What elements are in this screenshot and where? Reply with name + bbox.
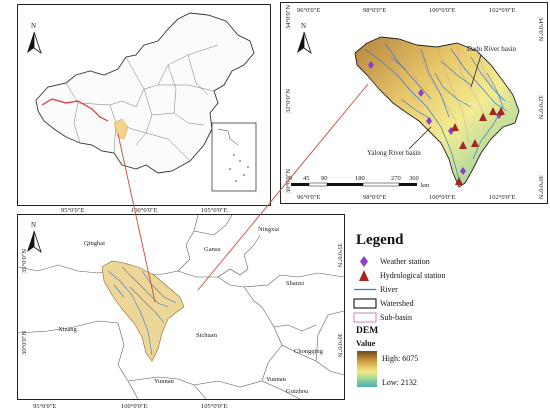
province-label-guizhou: Guizhou	[286, 388, 309, 395]
north-arrow-icon: N	[297, 22, 312, 55]
tick-bottom-1: 95°0'0"E	[33, 403, 56, 410]
tick-bottom-2: 100°0'0"E	[121, 403, 148, 410]
basin-detail-map: 96°0'0"E 98°0'0"E 100°0'0"E 102°0'0"E 96…	[280, 2, 548, 204]
scale-value: 360	[409, 175, 419, 182]
legend-item-river: River	[348, 283, 398, 296]
province-label-gansu: Gansu	[204, 246, 221, 253]
dem-title: DEM	[356, 326, 379, 336]
regional-map-bottom-ticks: 95°0'0"E 100°0'0"E 105°0'0"E	[33, 403, 228, 410]
yalong-basin-label: Yalong River basin	[367, 149, 421, 157]
tick-top-1: 96°0'0"E	[297, 7, 320, 14]
triangle-icon	[359, 270, 369, 281]
scale-value: 90	[321, 175, 328, 182]
dem-low-label: Low: 2132	[382, 378, 417, 387]
tick-left-1: 35°0'0"N	[21, 249, 28, 273]
hydrological-station-marker	[471, 139, 479, 147]
hydrological-station-marker	[455, 177, 463, 185]
tick-right-2: 32°0'0"N	[537, 95, 544, 119]
north-arrow-icon: N	[27, 22, 42, 55]
weather-station-marker	[460, 167, 466, 175]
tick-right-3: 30°0'0"N	[537, 175, 544, 199]
box-icon	[353, 312, 377, 323]
north-label: N	[31, 22, 36, 30]
china-map-bottom-ticks: 95°0'0"E 100°0'0"E 105°0'0"E	[61, 207, 228, 214]
sub-basin-lines	[380, 36, 502, 144]
north-arrow-icon: N	[27, 221, 42, 254]
hydrological-station-marker	[497, 107, 505, 115]
scale-value: 45	[303, 175, 310, 182]
tick-bottom-3: 100°0'0"E	[429, 194, 456, 201]
legend-title: Legend	[356, 232, 404, 248]
scale-value: 180	[355, 175, 365, 182]
box-icon	[353, 298, 377, 309]
china-overview-map: N	[17, 4, 271, 206]
dem-high-label: High: 6075	[382, 354, 419, 363]
tick-left-2: 32°0'0"N	[285, 89, 292, 113]
tick-bottom-3: 105°0'0"E	[201, 207, 228, 214]
province-label-shanxi: Shanxi	[286, 280, 304, 287]
tick-bottom-2: 98°0'0"E	[363, 194, 386, 201]
scale-value: 0	[289, 175, 292, 182]
tick-bottom-2: 100°0'0"E	[131, 207, 158, 214]
legend-item-watershed: Watershed	[348, 297, 414, 310]
legend-label: Weather station	[380, 257, 430, 266]
tick-right-1: 34°0'0"N	[537, 17, 544, 41]
legend-label: River	[380, 285, 398, 294]
legend-label: Watershed	[380, 299, 414, 308]
diamond-icon	[360, 256, 368, 267]
south-china-sea-inset	[211, 122, 257, 192]
legend: Legend Weather station Hydrological stat…	[348, 228, 548, 406]
legend-label: Sub-basin	[380, 313, 412, 322]
hydrological-station-marker	[489, 107, 497, 115]
province-label-yunnan: Yunnan	[154, 378, 175, 385]
tick-top-2: 98°0'0"E	[363, 7, 386, 14]
tick-bottom-1: 96°0'0"E	[297, 194, 320, 201]
tick-left-1: 34°0'0"N	[285, 5, 292, 29]
province-label-yunnan: Yunnan	[266, 376, 287, 383]
weather-station-marker	[418, 89, 424, 97]
tick-bottom-3: 105°0'0"E	[201, 403, 228, 410]
weather-station-marker	[426, 117, 432, 125]
dem-value-label: Value	[356, 339, 376, 348]
scale-unit: km	[421, 182, 429, 189]
north-label: N	[301, 22, 306, 30]
hydrological-station-marker	[451, 123, 459, 131]
tick-top-4: 102°0'0"E	[489, 7, 516, 14]
river-network	[364, 42, 508, 180]
tick-bottom-1: 95°0'0"E	[61, 207, 84, 214]
scale-bar: 0 45 90 180 270 360 km	[289, 175, 429, 189]
scale-value: 270	[391, 175, 401, 182]
province-label-chongqing: Chongqing	[294, 348, 324, 355]
dem-color-ramp	[357, 351, 377, 387]
weather-station-marker	[368, 61, 374, 69]
hydrological-station-marker	[479, 113, 487, 121]
dadu-basin-label: Dadu River basin	[467, 45, 516, 53]
legend-label: Hydrological station	[380, 271, 446, 280]
regional-map: N Qi	[17, 214, 345, 400]
province-label-qinghai: Qinghai	[84, 240, 105, 247]
tick-top-3: 100°0'0"E	[429, 7, 456, 14]
tick-right-1: 35°0'0"N	[336, 243, 343, 267]
tick-right-2: 30°0'0"N	[336, 333, 343, 357]
legend-item-hydrological-station: Hydrological station	[348, 269, 446, 282]
legend-item-weather-station: Weather station	[348, 255, 430, 268]
hydrological-station-marker	[459, 141, 467, 149]
province-label-xizang: Xizang	[58, 326, 78, 333]
province-label-ningxia: Ningxia	[258, 226, 279, 233]
tick-left-2: 30°0'0"N	[21, 331, 28, 355]
province-label-sichuan: Sichuan	[196, 332, 218, 339]
north-label: N	[31, 221, 36, 229]
tick-bottom-4: 102°0'0"E	[489, 194, 516, 201]
hydrological-station-markers	[451, 107, 505, 185]
legend-item-sub-basin: Sub-basin	[348, 311, 412, 324]
